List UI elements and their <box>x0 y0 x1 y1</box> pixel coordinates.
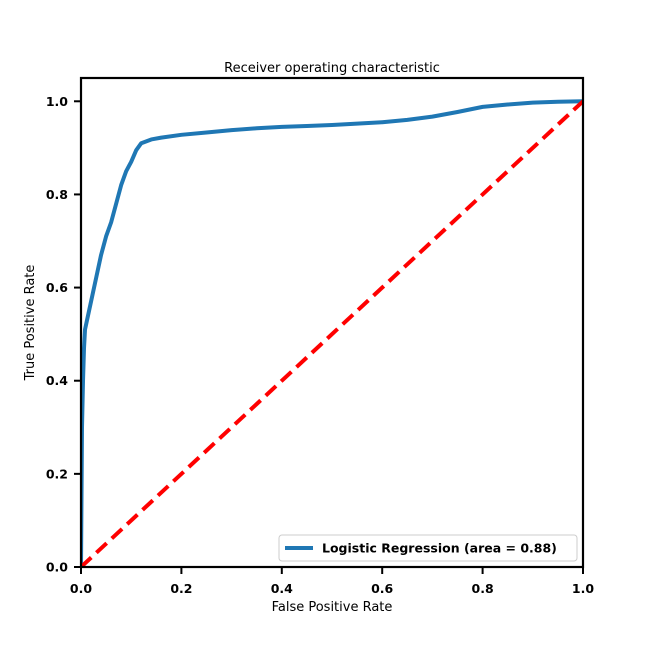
y-axis-label: True Positive Rate <box>23 265 38 382</box>
x-tick-label: 0.2 <box>170 581 192 596</box>
y-tick-label: 0.6 <box>46 280 68 295</box>
roc-curve-line <box>81 99 583 567</box>
legend-box <box>278 534 578 562</box>
y-tick-label: 0.0 <box>46 560 68 575</box>
x-tick-label: 0.4 <box>271 581 293 596</box>
chart-title: Receiver operating characteristic <box>224 61 440 76</box>
y-tick-label: 0.2 <box>46 466 68 481</box>
x-tick-label: 0.8 <box>472 581 494 596</box>
x-tick-label: 0.6 <box>371 581 393 596</box>
chance-diagonal-line <box>81 99 583 567</box>
plot-area <box>79 76 585 569</box>
x-tick-label: 1.0 <box>572 581 594 596</box>
axis-ticks: 0.0 0.2 0.4 0.6 0.8 1.0 0.0 0.2 0.4 0.6 0.8 1.0 <box>46 94 595 596</box>
legend-label: Logistic Regression (area = 0.88) <box>322 541 557 556</box>
y-tick-label: 1.0 <box>46 94 68 109</box>
plot-frame <box>79 76 585 569</box>
x-tick-label: 0.0 <box>70 581 92 596</box>
x-axis-label: False Positive Rate <box>272 600 393 615</box>
y-tick-label: 0.4 <box>46 373 68 388</box>
y-tick-label: 0.8 <box>46 187 68 202</box>
legend: Logistic Regression (area = 0.88) <box>278 534 578 562</box>
